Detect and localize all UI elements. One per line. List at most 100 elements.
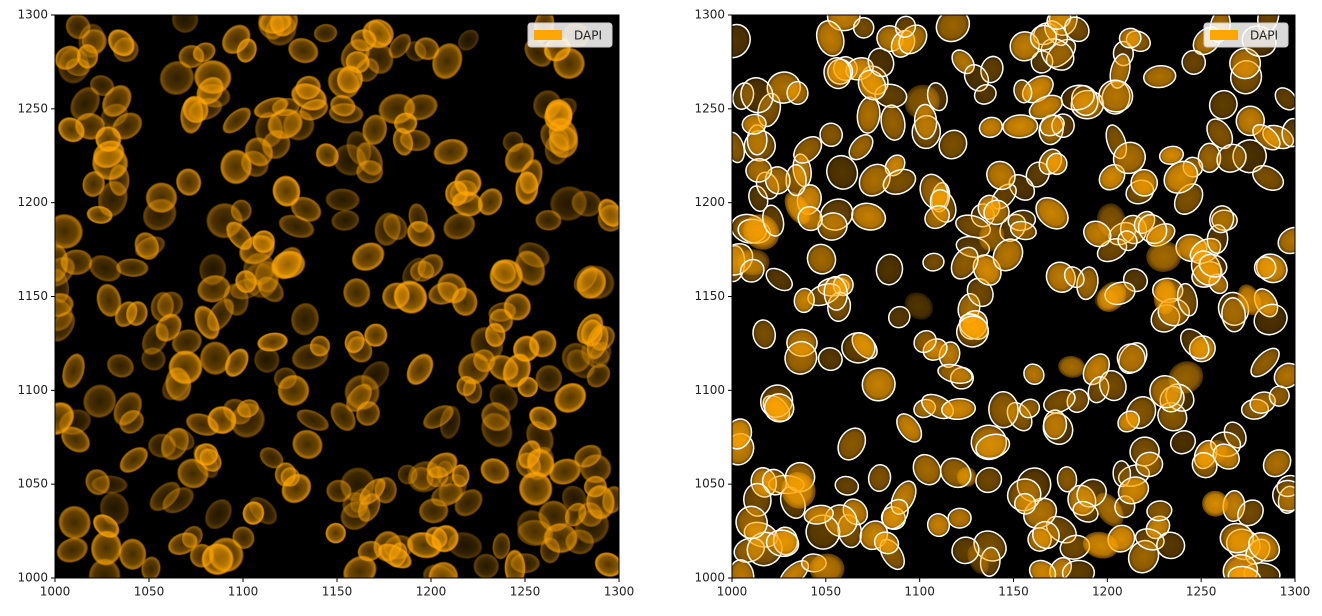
- cell: [1221, 297, 1246, 333]
- cell-outline: [880, 104, 906, 141]
- cell: [857, 69, 887, 101]
- cell-outline: [741, 113, 767, 135]
- cell-outline: [815, 20, 845, 57]
- cell: [287, 37, 319, 64]
- cell-outline: [732, 23, 751, 59]
- cell: [99, 491, 130, 526]
- cell-outline: [763, 393, 795, 423]
- cell: [548, 117, 578, 152]
- cell-outline: [1112, 141, 1146, 175]
- cell-outline: [1117, 410, 1140, 433]
- cell: [349, 487, 372, 514]
- cell-outline: [784, 340, 818, 375]
- cell: [762, 204, 785, 237]
- cell: [539, 537, 561, 564]
- cell: [462, 378, 483, 404]
- cell-outline: [867, 464, 892, 492]
- cell: [325, 188, 360, 212]
- cell: [516, 509, 552, 546]
- cell: [291, 343, 329, 370]
- cell: [112, 36, 139, 63]
- cell-outline: [752, 319, 777, 350]
- cell: [983, 199, 1010, 226]
- cell-outline: [819, 122, 843, 147]
- cell: [1058, 355, 1086, 378]
- cell: [1042, 389, 1076, 414]
- cell: [313, 23, 338, 43]
- cell-outline: [1046, 15, 1072, 30]
- cell-outline: [1060, 84, 1095, 111]
- cell: [1064, 16, 1090, 43]
- cell-outline: [1237, 499, 1264, 527]
- cell: [1206, 118, 1234, 150]
- cell: [1274, 87, 1295, 111]
- cell: [65, 15, 91, 40]
- cell-outline: [852, 16, 875, 39]
- cell: [1112, 141, 1147, 175]
- cell: [1181, 49, 1206, 75]
- cell: [363, 323, 388, 348]
- y-tick-label: 1200: [17, 195, 48, 209]
- cell: [1252, 165, 1285, 191]
- cell: [406, 353, 434, 386]
- cell: [1082, 531, 1119, 559]
- cell: [325, 522, 347, 544]
- cell: [168, 427, 195, 451]
- cell-outline: [1176, 282, 1198, 317]
- cell-outline: [937, 363, 973, 384]
- cell-outline: [732, 418, 753, 450]
- cell: [571, 190, 602, 218]
- cell-outline: [823, 57, 852, 90]
- cell: [201, 543, 234, 576]
- cell: [177, 458, 209, 489]
- x-tick-label: 1050: [134, 585, 165, 599]
- cell-outline: [817, 212, 848, 241]
- cell: [111, 112, 143, 140]
- cell: [1277, 226, 1295, 255]
- cell: [58, 505, 91, 540]
- cell: [194, 442, 219, 467]
- cell: [868, 464, 892, 492]
- cell: [548, 458, 582, 485]
- cell: [345, 50, 370, 74]
- cell-outline: [1063, 266, 1085, 289]
- cell-outline: [1253, 303, 1288, 336]
- cell: [732, 418, 753, 450]
- cell-outline: [992, 238, 1024, 272]
- y-tick-label: 1100: [694, 383, 725, 397]
- x-tick-label: 1200: [1092, 585, 1123, 599]
- y-tick-label: 1200: [694, 195, 725, 209]
- cell: [1056, 466, 1078, 493]
- cell: [1153, 279, 1177, 315]
- cell: [1262, 449, 1292, 478]
- cell: [159, 60, 195, 96]
- cell-outline: [1118, 27, 1142, 49]
- cell: [1023, 363, 1045, 385]
- cell: [875, 253, 904, 286]
- cell-outline: [803, 504, 834, 525]
- cell: [512, 335, 540, 363]
- cell: [55, 292, 74, 318]
- cell: [1010, 221, 1037, 240]
- cell-outline: [735, 505, 768, 540]
- cell: [809, 553, 845, 578]
- cell-outline: [1028, 559, 1057, 578]
- x-tick-label: 1000: [717, 585, 748, 599]
- cell: [1117, 230, 1138, 251]
- cell: [373, 530, 403, 562]
- y-tick-label: 1000: [694, 571, 725, 585]
- cell-outline: [1163, 160, 1199, 194]
- cell: [1130, 168, 1158, 197]
- cell-outline: [947, 507, 972, 529]
- cell: [1250, 347, 1280, 378]
- cell-outline: [986, 160, 1016, 191]
- cell-outline: [1181, 49, 1207, 75]
- y-tick-label: 1250: [694, 101, 725, 115]
- cell-outline: [1009, 220, 1037, 241]
- cell-outline: [740, 77, 774, 114]
- cell: [1163, 160, 1199, 194]
- cell-outline: [762, 204, 785, 237]
- cell: [739, 258, 765, 283]
- cell-outline: [873, 531, 900, 555]
- cell-outline: [1277, 226, 1295, 255]
